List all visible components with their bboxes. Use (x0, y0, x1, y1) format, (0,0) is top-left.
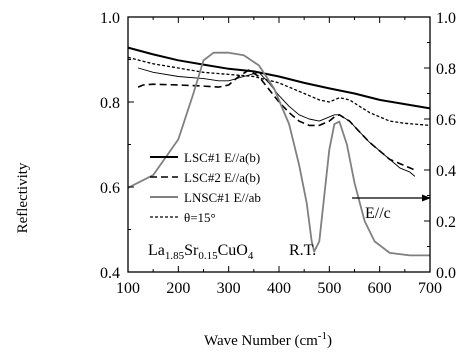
y2-tick-label: 0.2 (436, 214, 456, 231)
y2-tick-label: 0.8 (436, 61, 456, 78)
legend-label: LNSC#1 E//ab (184, 190, 261, 205)
x-tick-label: 100 (116, 280, 140, 297)
series-line-1 (127, 46, 431, 110)
formula-subscript: 1.85 (165, 250, 185, 262)
formula-subscript: 0.15 (198, 250, 218, 262)
x-tick-label: 400 (267, 280, 291, 297)
series-line-5 (127, 51, 430, 257)
legend-label: θ=15° (184, 210, 216, 225)
x-tick-label: 600 (368, 280, 392, 297)
x-tick-label: 200 (166, 280, 190, 297)
y-tick-label: 0.8 (100, 95, 120, 112)
temperature-annotation: R.T. (289, 242, 316, 259)
formula-text: Sr (184, 242, 199, 259)
plot-frame (127, 16, 431, 273)
y2-tick-label: 1.0 (436, 10, 456, 27)
formula-text: CuO (218, 242, 248, 259)
ec-label: E//c (365, 205, 391, 222)
formula-text: La (148, 242, 165, 259)
legend-label: LSC#2 E//a(b) (184, 170, 260, 185)
y-tick-label: 0.6 (100, 180, 120, 197)
y2-tick-label: 0.4 (436, 163, 456, 180)
legend: LSC#1 E//a(b) LSC#2 E//a(b) LNSC#1 E//ab θ=… (150, 150, 261, 225)
axes: 100 200 300 400 500 600 700 0.4 0.6 0.8 1.0 0.0 0.2 0… (100, 10, 456, 297)
formula-subscript: 4 (248, 250, 254, 262)
y2-tick-label: 0.0 (436, 265, 456, 282)
legend-label: LSC#1 E//a(b) (184, 150, 260, 165)
series-layer (127, 46, 431, 257)
y-tick-label: 0.4 (100, 265, 120, 282)
x-axis-label: Wave Number (cm-1) (204, 330, 332, 349)
formula-annotation: La1.85Sr0.15CuO4 (148, 242, 254, 262)
x-tick-label: 700 (418, 280, 442, 297)
y2-tick-label: 0.6 (436, 112, 456, 129)
x-axis-label-main: Wave Number (cm (204, 333, 318, 349)
x-axis-label-tail: ) (327, 333, 332, 349)
series-line-2 (137, 69, 416, 171)
y-axis-label: Reflectivity (15, 162, 31, 233)
series-line-4 (127, 56, 431, 127)
x-tick-label: 500 (317, 280, 341, 297)
y-tick-label: 1.0 (100, 10, 120, 27)
series-line-3 (137, 67, 416, 177)
x-axis-label-sup: -1 (318, 330, 327, 342)
x-tick-label: 300 (217, 280, 241, 297)
